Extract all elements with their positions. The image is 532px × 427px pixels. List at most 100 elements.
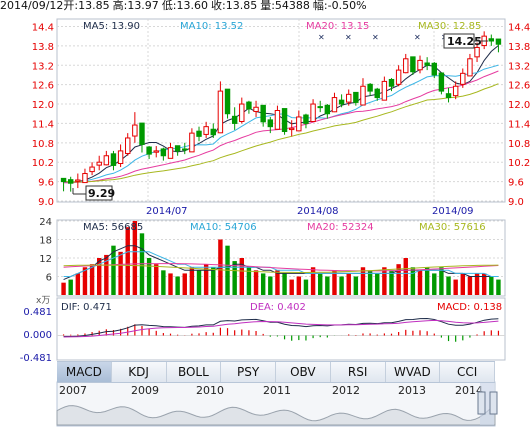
volume-bar — [282, 273, 287, 295]
volume-bar — [260, 273, 266, 295]
macd-histogram — [62, 324, 500, 342]
date-tick-label: 2014/08 — [297, 206, 339, 217]
tab-rsi[interactable]: RSI — [330, 362, 386, 382]
candle — [253, 100, 259, 117]
price-tick-label: 11.4 — [32, 119, 54, 130]
candle — [417, 55, 423, 74]
overview-sparkline — [56, 403, 496, 426]
event-marker: ✕ — [372, 33, 379, 42]
volume-bar — [439, 267, 444, 295]
tab-boll[interactable]: BOLL — [166, 362, 222, 382]
volume-long-ma-line — [63, 264, 499, 273]
volume-bar — [481, 273, 487, 295]
volume-bar — [68, 279, 73, 295]
candle — [67, 176, 74, 192]
overview-year-label: 2014 — [455, 384, 483, 397]
volume-bar — [303, 279, 309, 295]
macd-tick-label: -0.481 — [20, 353, 52, 364]
tab-cci[interactable]: CCI — [440, 362, 495, 382]
volume-bar — [96, 258, 102, 295]
candle — [246, 100, 252, 114]
high-price-callout: 14.25 — [443, 33, 488, 49]
volume-bar — [432, 273, 437, 295]
candle — [274, 105, 281, 130]
candle — [395, 65, 402, 87]
candle — [182, 142, 188, 155]
macd-dea-line — [63, 319, 499, 338]
vol-legend-ma10: MA10: 54706 — [190, 222, 257, 233]
volume-bar — [446, 276, 451, 295]
price-tick-label: 10.2 — [508, 158, 530, 169]
volume-bar — [453, 279, 458, 295]
price-tick-label: 10.8 — [508, 139, 530, 150]
price-tick-label: 14.4 — [508, 22, 530, 33]
candle — [374, 87, 380, 101]
range-selector[interactable] — [477, 383, 498, 425]
candlesticks — [60, 31, 502, 192]
ma20-line — [63, 70, 499, 184]
event-marker: ✕ — [345, 33, 352, 42]
volume-bar — [460, 273, 466, 295]
candle — [303, 113, 309, 129]
overview-year-label: 2010 — [196, 384, 224, 397]
volume-bar — [132, 221, 138, 295]
volume-bar — [246, 267, 252, 295]
low-price-callout: 9.29 — [72, 185, 115, 201]
header-quote: 2014/09/12开:13.85 高:13.97 低:13.60 收:13.85 量:… — [0, 0, 367, 12]
candle — [260, 104, 266, 127]
ma10-line — [63, 64, 499, 183]
overview-year-label: 2009 — [131, 384, 159, 397]
macd-y-axis: 0.481 0.000 -0.481 — [20, 307, 505, 364]
volume-tick-label: 24 — [39, 217, 52, 228]
indicator-tabs: MACD KDJ BOLL PSY OBV RSI WVAD CCI — [57, 361, 495, 383]
candle — [310, 99, 316, 122]
price-tick-label: 12.6 — [32, 81, 54, 92]
candle — [438, 72, 445, 95]
candle — [167, 142, 174, 159]
volume-bars — [61, 221, 501, 295]
price-tick-label: 9.6 — [38, 178, 54, 189]
volume-bar — [325, 276, 330, 295]
candle — [381, 76, 388, 101]
candle — [89, 162, 95, 176]
volume-bar — [496, 279, 501, 295]
range-handle-right[interactable] — [489, 391, 498, 415]
event-marker: ✕ — [318, 33, 325, 42]
tab-psy[interactable]: PSY — [221, 362, 276, 382]
tab-macd[interactable]: MACD — [57, 362, 112, 382]
macd-legend-dif: DIF: 0.471 — [61, 302, 112, 313]
overview-year-label: 2012 — [332, 384, 360, 397]
volume-bar — [424, 267, 430, 295]
volume-bar — [296, 276, 302, 295]
volume-y-axis: 6 12 18 24 — [39, 217, 52, 284]
candle — [367, 83, 373, 96]
candle — [467, 53, 473, 77]
candle — [146, 146, 152, 159]
date-axis: 2014/07 2014/08 2014/09 — [146, 206, 474, 217]
volume-bar — [417, 270, 423, 295]
volume-bar — [175, 276, 180, 295]
volume-bar — [146, 258, 152, 295]
macd-tick-label: 0.000 — [23, 330, 52, 341]
candle — [474, 42, 480, 63]
candle — [160, 147, 167, 161]
volume-bar — [75, 273, 81, 295]
tab-obv[interactable]: OBV — [276, 362, 331, 382]
tab-wvad[interactable]: WVAD — [385, 362, 441, 382]
overview-year-label: 2013 — [398, 384, 426, 397]
candle — [403, 53, 409, 74]
overview-years: 2007 2009 2010 2011 2012 2013 2014 — [59, 384, 483, 397]
volume-bar — [332, 270, 337, 295]
candle — [82, 168, 88, 184]
candle — [217, 81, 224, 134]
volume-bar — [111, 245, 116, 295]
candle — [460, 68, 466, 88]
candle — [495, 38, 502, 53]
price-tick-label: 13.2 — [32, 61, 54, 72]
candle — [153, 146, 159, 158]
candle — [174, 145, 181, 156]
tab-kdj[interactable]: KDJ — [111, 362, 167, 382]
price-tick-label: 13.8 — [508, 42, 530, 53]
range-handle-left[interactable] — [477, 391, 486, 415]
